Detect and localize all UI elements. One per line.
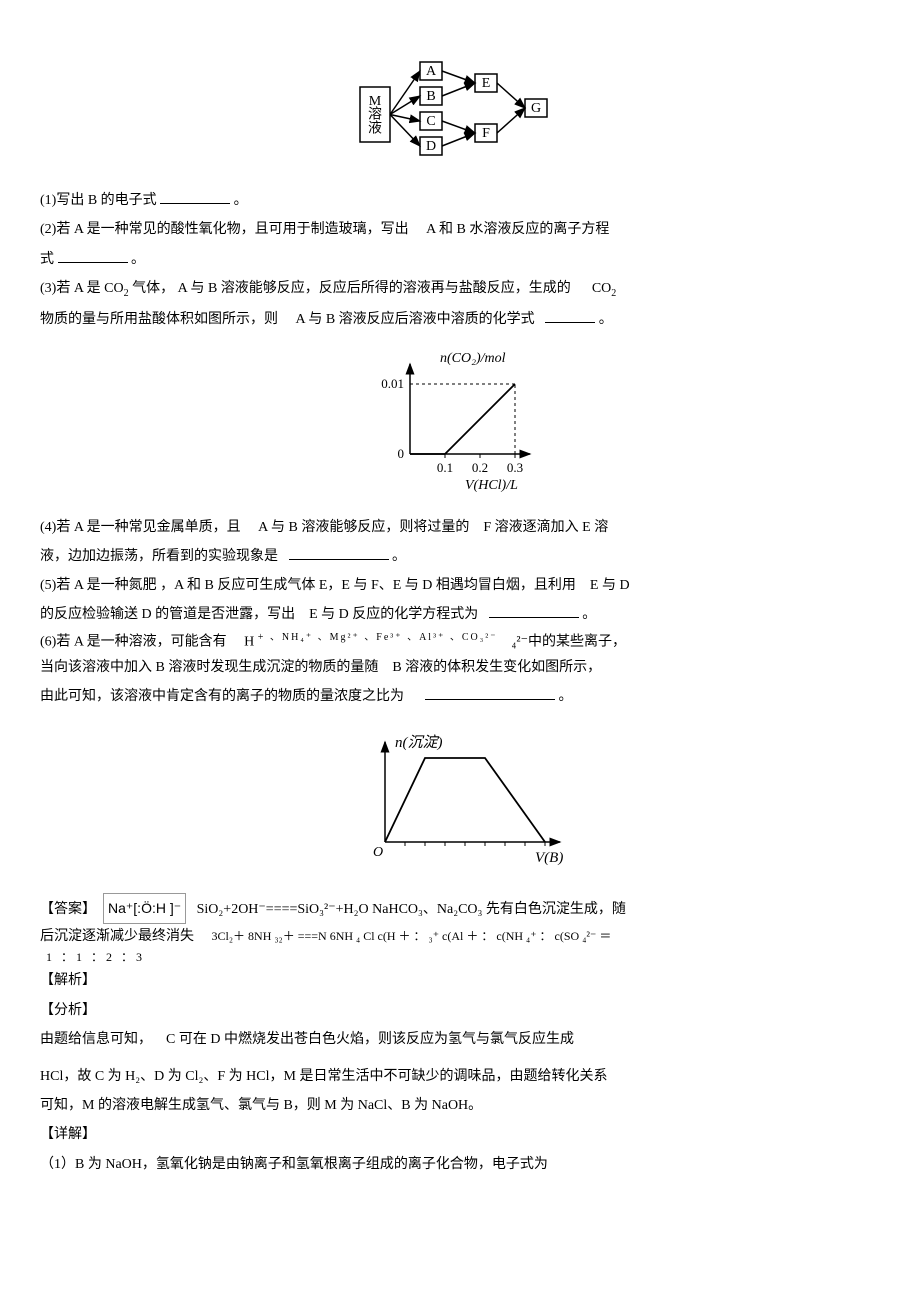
svg-text:n(CO₂)/mol: n(CO₂)/mol [440,351,506,366]
ans-eq: 3Cl₂＋ 8NH ₃₂＋ ===N 6NH ₄ Cl c(H ＋ ： ₃⁺ c… [212,929,612,943]
q4-tail: 。 [392,549,406,564]
question-2b: 式 。 [40,247,880,272]
atext3: 可知，M 的溶液电解生成氢气、氯气与 B，则 M 为 NaCl、B 为 NaOH… [40,1098,482,1113]
analysis-label: 【解析】 [40,968,880,993]
q3-sub2: 2 [611,288,616,299]
q3-l2b: A 与 B 溶液反应后溶液中溶质的化学式 [296,312,535,327]
question-4: (4)若 A 是一种常见金属单质，且 A 与 B 溶液能够反应，则将过量的 F … [40,515,880,540]
svg-text:n(沉淀): n(沉淀) [395,734,443,751]
q5-l1: (5)若 A 是一种氮肥 ，A 和 B 反应可生成气体 E，E 与 F、E 与 … [40,578,576,593]
ans-l3: 1 ：1 ：2 ：3 [46,950,145,964]
analysis-text1: 由题给信息可知， C 可在 D 中燃烧发出苍白色火焰，则该反应为氢气与氯气反应生… [40,1027,880,1052]
svg-text:0.1: 0.1 [437,460,453,475]
q3-tail: 。 [599,312,613,327]
q5-mid: E 与 D [590,578,630,593]
answer-label: 【答案】 [40,902,96,917]
q4-l1b: A 与 B 溶液能够反应，则将过量的 [258,520,469,535]
svg-text:0.3: 0.3 [507,460,523,475]
svg-text:M: M [369,94,382,109]
svg-text:E: E [482,76,491,91]
analysis-text3: 可知，M 的溶液电解生成氢气、氯气与 B，则 M 为 NaCl、B 为 NaOH… [40,1093,880,1118]
q2-mid: A 和 B 水溶液反应的离子方程 [426,222,609,237]
svg-text:0.01: 0.01 [381,376,404,391]
question-6b: 当向该溶液中加入 B 溶液时发现生成沉淀的物质的量随 B 溶液的体积发生变化如图… [40,655,880,680]
q3-l1d: CO [592,281,611,296]
analysis2: 【分析】 [40,1003,96,1018]
answer-p2: SiO₂+2OH⁻====SiO₃²⁻+H₂O NaHCO₃、Na₂CO₃ 先有… [197,902,626,917]
svg-text:D: D [426,139,436,154]
chart-co2: n(CO₂)/mol V(HCl)/L 0 0.01 0.1 0.2 0.3 [40,344,880,503]
svg-text:溶: 溶 [368,107,382,123]
analysis-text2: HCl，故 C 为 H₂、D 为 Cl₂、F 为 HCl，M 是日常生活中不可缺… [40,1064,880,1089]
atext2: HCl，故 C 为 H₂、D 为 Cl₂、F 为 HCl，M 是日常生活中不可缺… [40,1069,607,1084]
svg-text:液: 液 [368,120,382,136]
question-6c: 由此可知，该溶液中肯定含有的离子的物质的量浓度之比为 。 [40,684,880,709]
q6-l2b: B 溶液的体积发生变化如图所示， [392,660,601,675]
q2-line2: 式 [40,252,54,267]
q6-l2a: 当向该溶液中加入 B 溶液时发现生成沉淀的物质的量随 [40,660,378,675]
q6-ions: + 、NH₄⁺ 、Mg²⁺ 、Fe³⁺ 、Al³⁺ 、CO₃²⁻ [258,632,498,643]
q5-tail: 。 [582,607,596,622]
analysis1: 【解析】 [40,973,96,988]
q6-l1c: ₄²⁻中的某些离子， [512,634,626,649]
question-5b: 的反应检验输送 D 的管道是否泄露，写出 E 与 D 反应的化学方程式为 。 [40,602,880,627]
q3-blank [545,308,595,323]
atext1b: C 可在 D 中燃烧发出苍白色火焰，则该反应为氢气与氯气反应生成 [166,1032,574,1047]
q4-l1c: F 溶液逐滴加入 E 溶 [483,520,608,535]
svg-text:A: A [426,64,437,79]
answer-block: 【答案】 Na⁺[:Ö:H ]⁻ SiO₂+2OH⁻====SiO₃²⁻+H₂O… [40,893,880,924]
q5-l2b: E 与 D 反应的化学方程式为 [309,607,478,622]
svg-text:G: G [531,101,541,116]
q6-l3: 由此可知，该溶液中肯定含有的离子的物质的量浓度之比为 [40,689,404,704]
svg-text:0: 0 [398,446,405,461]
q6-blank [425,685,555,700]
q4-l2: 液，边加边振荡，所看到的实验现象是 [40,549,278,564]
q6-l1b: H [244,634,254,649]
q5-blank [489,603,579,618]
answer-box: Na⁺[:Ö:H ]⁻ [103,893,186,924]
q2-tail: 。 [131,252,145,267]
q2-text: (2)若 A 是一种常见的酸性氧化物，且可用于制造玻璃，写出 [40,222,409,237]
answer-line2: 后沉淀逐渐减少最终消失 3Cl₂＋ 8NH ₃₂＋ ===N 6NH ₄ Cl … [40,928,880,946]
svg-text:B: B [426,89,435,104]
svg-text:V(B): V(B) [535,850,563,866]
svg-text:C: C [426,114,435,129]
dlabel: 【详解】 [40,1127,96,1142]
svg-text:O: O [373,845,383,860]
svg-text:V(HCl)/L: V(HCl)/L [465,478,518,493]
atext1: 由题给信息可知， [40,1032,152,1047]
dtext: （1）B 为 NaOH，氢氧化钠是由钠离子和氢氧根离子组成的离子化合物，电子式为 [40,1157,548,1172]
q3-l1b: 气体， [129,281,175,296]
question-5: (5)若 A 是一种氮肥 ，A 和 B 反应可生成气体 E，E 与 F、E 与 … [40,573,880,598]
detail-label: 【详解】 [40,1122,880,1147]
ans-l2a: 后沉淀逐渐减少最终消失 [40,929,194,944]
q1-tail: 。 [234,193,248,208]
answer-line3: 1 ：1 ：2 ：3 [40,950,880,964]
q5-l2a: 的反应检验输送 D 的管道是否泄露，写出 [40,607,295,622]
q6-tail: 。 [559,689,573,704]
q1-text: (1)写出 B 的电子式 [40,193,157,208]
chart-precipitate: n(沉淀) V(B) O [40,722,880,881]
q6-l1a: (6)若 A 是一种溶液，可能含有 [40,634,227,649]
q3-l2a: 物质的量与所用盐酸体积如图所示，则 [40,312,278,327]
q3-l1a: (3)若 A 是 CO [40,281,124,296]
question-2: (2)若 A 是一种常见的酸性氧化物，且可用于制造玻璃，写出 A 和 B 水溶液… [40,217,880,242]
q1-blank [160,189,230,204]
svg-text:F: F [482,126,490,141]
q4-blank [289,545,389,560]
question-3b: 物质的量与所用盐酸体积如图所示，则 A 与 B 溶液反应后溶液中溶质的化学式 。 [40,307,880,332]
analysis-label2: 【分析】 [40,998,880,1023]
detail-text: （1）B 为 NaOH，氢氧化钠是由钠离子和氢氧根离子组成的离子化合物，电子式为 [40,1152,880,1177]
svg-text:0.2: 0.2 [472,460,488,475]
question-6: (6)若 A 是一种溶液，可能含有 H + 、NH₄⁺ 、Mg²⁺ 、Fe³⁺ … [40,632,880,651]
flow-diagram: M溶液 ABCD E F G [40,52,880,176]
question-1: (1)写出 B 的电子式 。 [40,188,880,213]
question-3: (3)若 A 是 CO 2 气体， A 与 B 溶液能够反应，反应后所得的溶液再与… [40,276,880,303]
q2-blank [58,248,128,263]
q4-l1a: (4)若 A 是一种常见金属单质，且 [40,520,241,535]
q3-l1c: A 与 B 溶液能够反应，反应后所得的溶液再与盐酸反应，生成的 [178,281,571,296]
question-4b: 液，边加边振荡，所看到的实验现象是 。 [40,544,880,569]
